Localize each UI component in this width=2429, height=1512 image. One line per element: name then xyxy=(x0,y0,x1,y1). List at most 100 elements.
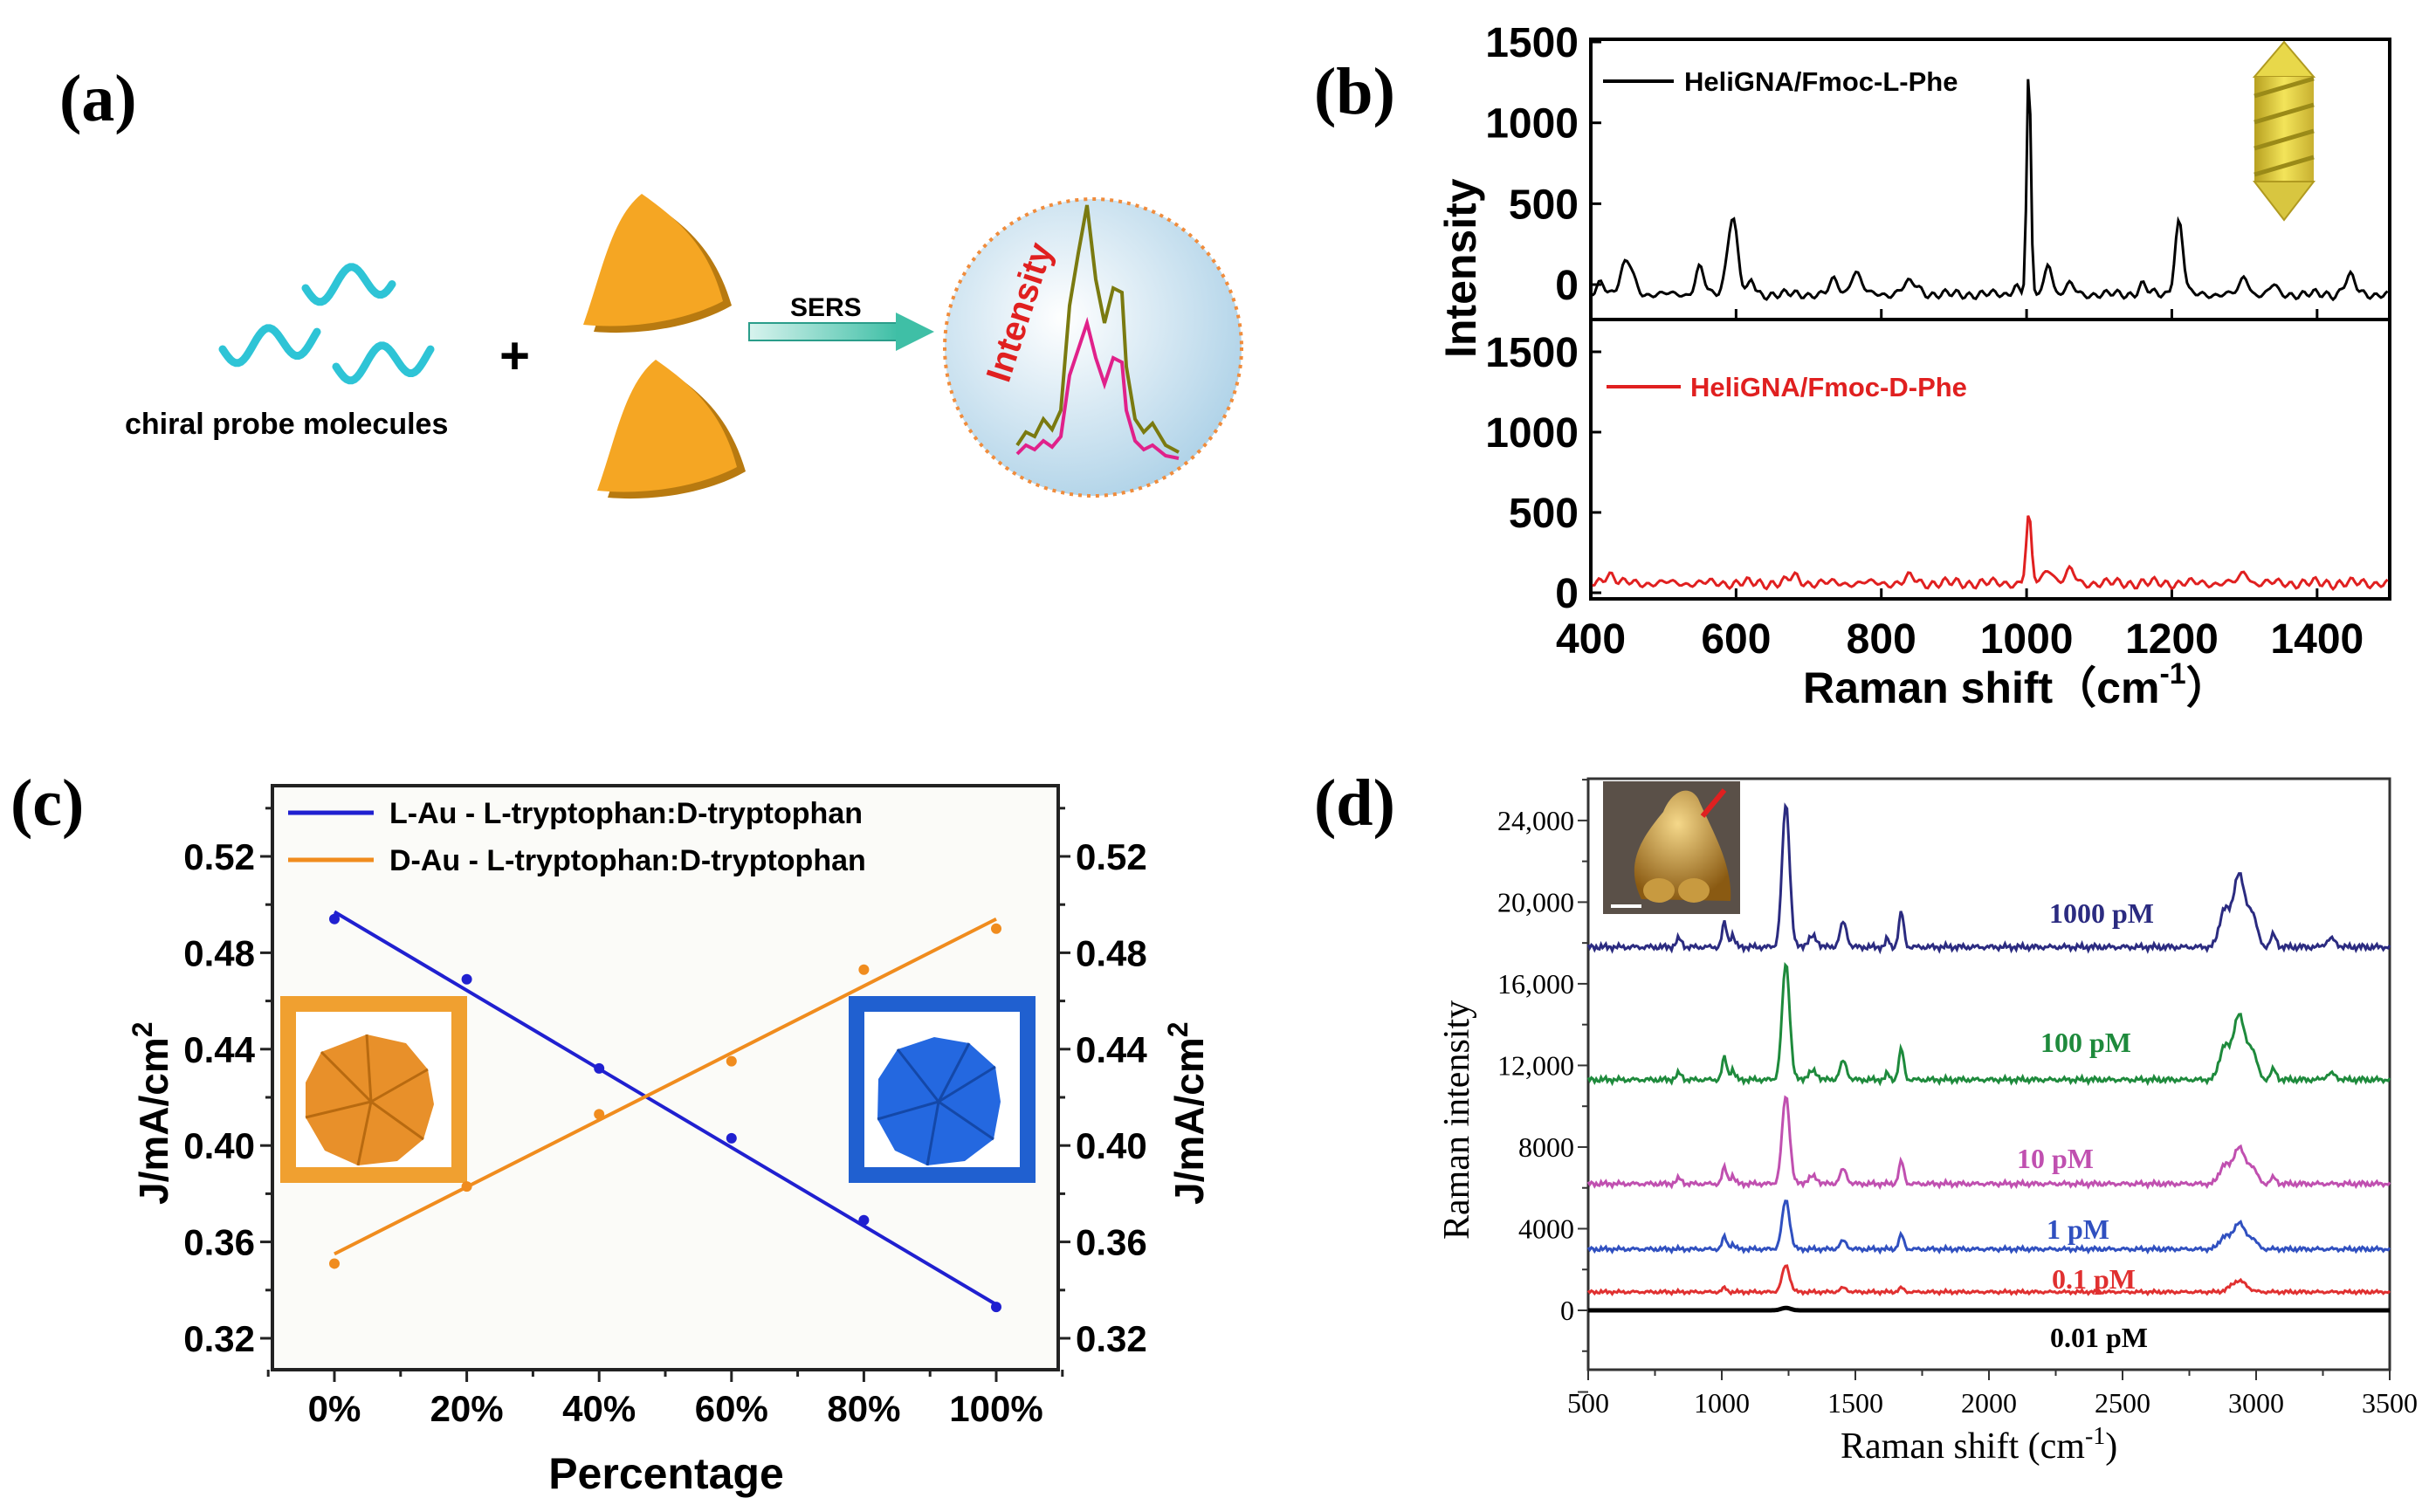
c-data-point-d-au xyxy=(726,1055,737,1067)
d-series-label: 1 pM xyxy=(2047,1213,2109,1245)
b-xlabel: Raman shift（cm-1） xyxy=(1803,657,2230,712)
panel-d-chart: 0 4000 8000 12,000 16,000 20,000 24,000 500 1000… xyxy=(1497,777,2418,1419)
d-xtick-label: 2000 xyxy=(1961,1387,2017,1419)
b-xlabel-sup: -1 xyxy=(2159,657,2185,691)
b-xtick-label: 800 xyxy=(1847,616,1916,663)
sers-label: SERS xyxy=(790,293,862,322)
helix-molecule-icon xyxy=(332,341,435,385)
d-ytick-label: 0 xyxy=(1560,1295,1574,1326)
b-xtick-label: 1000 xyxy=(1980,616,2074,663)
d-xlabel-main: Raman shift (cm xyxy=(1841,1426,2085,1467)
d-ytick-label: 16,000 xyxy=(1497,968,1574,1000)
c-fit-line-d-au xyxy=(334,917,997,1256)
b-ytick-label: 1500 xyxy=(1485,20,1579,66)
panel-b-chart: 0 500 1000 1500 0 500 1000 1500 400 600 800 1000 120… xyxy=(1485,20,2391,663)
b-xtick-label: 400 xyxy=(1556,616,1626,663)
d-ylabel: Raman intensity xyxy=(1437,1000,1477,1240)
c-ytick-label-right: 0.40 xyxy=(1076,1125,1147,1166)
d-ytick-label: 8000 xyxy=(1518,1131,1574,1163)
c-ytick-label-left: 0.32 xyxy=(183,1318,255,1359)
c-ylabel-left-main: J/mA/cm xyxy=(131,1037,176,1205)
c-data-point-d-au xyxy=(461,1181,472,1192)
panel-c-chart: 0.32 0.32 0.36 0.36 0.40 0.40 0.44 0.44 0.48 0.48… xyxy=(183,784,1147,1429)
d-xtick-label: 1000 xyxy=(1694,1387,1750,1419)
d-xtick-label: 2500 xyxy=(2095,1387,2150,1419)
b-ytick-label: 1000 xyxy=(1485,410,1579,457)
d-series-label: 0.01 pM xyxy=(2050,1322,2148,1353)
d-xtick-label: 3000 xyxy=(2228,1387,2284,1419)
d-xtick-label: 3500 xyxy=(2362,1387,2418,1419)
c-data-point-l-au xyxy=(726,1132,737,1144)
c-ytick-label-left: 0.36 xyxy=(183,1222,255,1263)
helix-molecule-icon xyxy=(218,324,321,368)
d-series-line xyxy=(1588,1305,2390,1313)
c-ytick-label-left: 0.44 xyxy=(183,1029,255,1070)
d-series-label: 10 pM xyxy=(2017,1143,2094,1174)
b-ytick-label: 1000 xyxy=(1485,101,1579,148)
b-ytick-label: 0 xyxy=(1555,263,1579,309)
c-data-point-d-au xyxy=(991,923,1001,934)
c-ytick-label-right: 0.44 xyxy=(1076,1029,1147,1070)
d-ytick-label: 4000 xyxy=(1518,1213,1574,1244)
c-ytick-label-right: 0.48 xyxy=(1076,932,1147,973)
c-ytick-label-right: 0.36 xyxy=(1076,1222,1147,1263)
d-xtick-label: 1500 xyxy=(1827,1387,1883,1419)
c-data-point-l-au xyxy=(991,1302,1001,1313)
c-ytick-label-left: 0.40 xyxy=(183,1125,255,1166)
helix-molecule-icon xyxy=(301,263,396,306)
c-xlabel: Percentage xyxy=(548,1449,784,1498)
c-ytick-label-left: 0.48 xyxy=(183,932,255,973)
c-ytick-label-right: 0.52 xyxy=(1076,836,1147,877)
b-ytick-label: 500 xyxy=(1509,491,1579,537)
gold-helix-inset-icon xyxy=(2252,40,2316,222)
d-au-octahedron-inset-icon xyxy=(280,996,467,1183)
b-xtick-label: 1400 xyxy=(2270,616,2364,663)
c-ylabel-right-sup: 2 xyxy=(1162,1021,1194,1037)
nanoparticle-top-icon xyxy=(583,194,732,333)
chiral-molecule-icons xyxy=(218,263,435,385)
c-data-point-l-au xyxy=(858,1214,870,1226)
d-series-label: 100 pM xyxy=(2040,1027,2131,1058)
d-series-label: 0.1 pM xyxy=(2052,1263,2136,1295)
b-ytick-label: 1500 xyxy=(1485,330,1579,376)
b-legend-bottom-label: HeliGNA/Fmoc-D-Phe xyxy=(1690,372,1967,402)
c-xtick-label: 80% xyxy=(827,1388,900,1429)
c-data-point-d-au xyxy=(594,1109,605,1120)
c-ylabel-left-sup: 2 xyxy=(127,1021,158,1037)
d-xlabel-sup: -1 xyxy=(2085,1423,2105,1450)
c-ylabel-right: J/mA/cm2 xyxy=(1162,1021,1212,1205)
panel-label-c: (c) xyxy=(10,766,84,840)
inset-spectrum-magenta xyxy=(1015,316,1180,460)
panel-a-schematic: chiral probe molecules + SERS Intensity xyxy=(125,194,1243,499)
c-xtick-label: 60% xyxy=(695,1388,768,1429)
c-xtick-label: 0% xyxy=(308,1388,361,1429)
b-legend-top-label: HeliGNA/Fmoc-L-Phe xyxy=(1684,66,1958,97)
b-ylabel: Intensity xyxy=(1436,178,1485,358)
c-ytick-label-right: 0.32 xyxy=(1076,1318,1147,1359)
inset-spectrum-olive xyxy=(1015,204,1180,454)
nanoparticle-bottom-icon xyxy=(597,360,746,499)
d-xlabel: Raman shift (cm-1) xyxy=(1841,1423,2117,1467)
c-data-point-l-au xyxy=(461,973,472,985)
b-xlabel-main: Raman shift（cm xyxy=(1803,663,2159,712)
c-xtick-label: 40% xyxy=(562,1388,636,1429)
c-ylabel-left: J/mA/cm2 xyxy=(127,1021,176,1205)
c-ylabel-right-main: J/mA/cm xyxy=(1166,1037,1212,1205)
molecules-label: chiral probe molecules xyxy=(125,408,448,441)
b-series-line-d-phe xyxy=(1592,515,2389,592)
b-ytick-label: 0 xyxy=(1555,571,1579,617)
c-xtick-label: 20% xyxy=(430,1388,504,1429)
c-legend-l-au: L-Au - L-tryptophan:D-tryptophan xyxy=(389,797,863,830)
d-series-line xyxy=(1586,962,2391,1087)
d-series-line xyxy=(1586,1199,2391,1255)
d-ytick-label: 12,000 xyxy=(1497,1049,1574,1081)
b-series-line-l-phe xyxy=(1591,79,2389,302)
panel-label-a: (a) xyxy=(59,62,137,135)
c-data-point-l-au xyxy=(594,1062,605,1074)
panel-label-d: (d) xyxy=(1314,766,1395,840)
d-xtick-label: 500 xyxy=(1567,1387,1609,1419)
c-ytick-label-left: 0.52 xyxy=(183,836,255,877)
l-au-octahedron-inset-icon xyxy=(849,996,1036,1183)
afm-nanoparticle-inset-icon xyxy=(1603,781,1740,914)
